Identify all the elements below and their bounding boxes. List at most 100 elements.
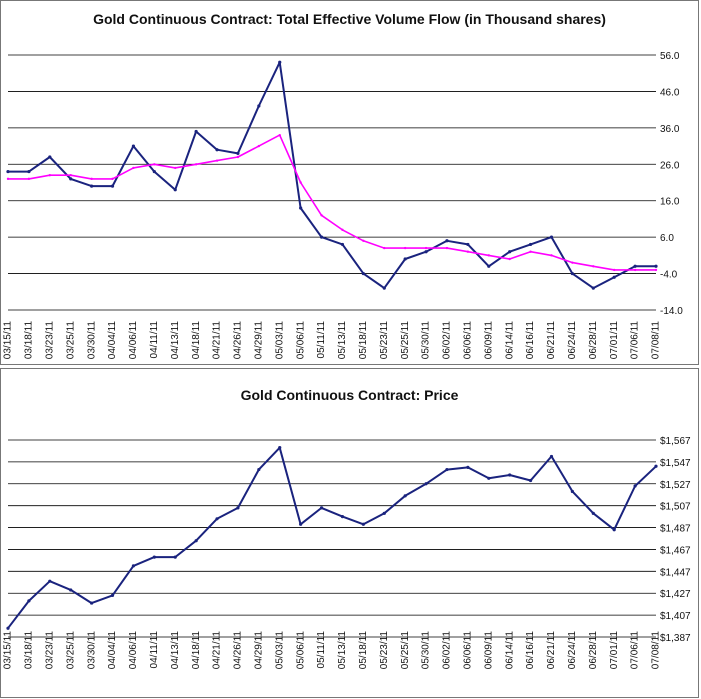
data-point-0 (27, 169, 31, 174)
x-tick-label: 06/14/11 (504, 321, 515, 360)
data-point-0 (633, 484, 637, 488)
data-point-0 (236, 506, 240, 510)
data-point-0 (403, 494, 407, 498)
data-point-0 (131, 564, 136, 568)
x-tick-label: 04/04/11 (107, 631, 118, 670)
series-line-0 (7, 446, 657, 629)
data-point-0 (382, 511, 386, 515)
volume-flow-chart: 56.0 46.0 36.0 26.0 16.0 6.0 -4.0 -14.0 03/15/11… (3, 51, 684, 360)
data-point-0 (69, 588, 73, 592)
x-tick-label: 06/21/11 (546, 321, 557, 360)
x-tick-label: 06/21/11 (546, 631, 557, 670)
data-point-1 (445, 246, 449, 250)
volume-flow-chart-panel: Gold Continuous Contract: Total Effectiv… (0, 0, 699, 365)
x-tick-label: 04/13/11 (170, 631, 181, 670)
x-tick-label: 03/30/11 (86, 631, 97, 670)
data-point-1 (654, 268, 658, 272)
x-tick-label: 04/26/11 (233, 631, 244, 670)
x-tick-label: 03/30/11 (86, 321, 97, 360)
x-tick-label: 07/06/11 (630, 321, 641, 360)
data-point-0 (215, 517, 219, 521)
data-point-0 (549, 235, 554, 239)
data-point-0 (299, 206, 303, 210)
data-point-0 (654, 464, 658, 468)
data-point-0 (445, 239, 449, 243)
y-tick-label: 16.0 (660, 197, 680, 208)
x-tick-label: 04/13/11 (170, 321, 181, 360)
data-point-0 (403, 257, 407, 261)
x-tick-label: 04/11/11 (149, 631, 160, 669)
x-tick-label: 07/01/11 (609, 321, 620, 360)
data-point-0 (6, 169, 10, 174)
data-point-1 (132, 166, 135, 170)
x-tick-label: 05/06/11 (295, 321, 306, 360)
data-point-0 (361, 522, 365, 526)
y-tick-label: $1,427 (660, 589, 691, 600)
data-point-0 (570, 271, 574, 276)
data-point-0 (278, 60, 282, 64)
data-point-1 (424, 246, 428, 250)
data-point-0 (445, 467, 449, 472)
data-point-1 (529, 250, 532, 253)
data-point-0 (591, 511, 595, 515)
x-tick-label: 05/18/11 (358, 631, 369, 670)
y-tick-label: $1,407 (660, 611, 691, 622)
data-point-1 (299, 181, 302, 184)
x-tick-label: 05/25/11 (400, 631, 411, 670)
series-line-0 (8, 61, 656, 290)
x-tick-label: 05/25/11 (400, 321, 411, 360)
x-tick-label: 04/26/11 (233, 321, 244, 360)
x-tick-label: 04/11/11 (149, 321, 160, 359)
x-tick-label: 06/02/11 (442, 321, 453, 360)
data-point-0 (319, 235, 324, 239)
x-tick-label: 05/03/11 (274, 321, 285, 360)
data-point-0 (487, 264, 491, 268)
y-tick-label: -4.0 (660, 270, 678, 281)
x-tick-label: 04/04/11 (107, 321, 118, 360)
y-tick-label: $1,387 (660, 633, 691, 644)
data-point-0 (131, 144, 136, 148)
data-point-0 (340, 515, 345, 519)
data-point-1 (571, 261, 574, 264)
y-tick-label: 36.0 (660, 124, 680, 135)
x-tick-label: 04/18/11 (191, 321, 202, 360)
x-tick-label: 04/21/11 (212, 631, 223, 670)
y-tick-label: 6.0 (660, 233, 674, 244)
x-tick-label: 05/30/11 (421, 321, 432, 360)
x-tick-label: 06/24/11 (567, 321, 578, 360)
x-tick-label: 04/18/11 (191, 631, 202, 670)
x-tick-label: 05/18/11 (358, 321, 369, 360)
data-point-1 (236, 155, 240, 159)
x-tick-label: 07/08/11 (651, 631, 662, 670)
data-point-1 (550, 254, 553, 257)
x-tick-label: 03/15/11 (3, 321, 14, 360)
data-point-0 (173, 188, 177, 192)
data-point-0 (361, 271, 365, 276)
x-tick-label: 04/21/11 (212, 321, 223, 360)
x-tick-label: 03/25/11 (65, 321, 76, 360)
x-tick-label: 07/01/11 (609, 631, 620, 670)
data-point-1 (592, 265, 595, 268)
y-tick-label: $1,507 (660, 502, 691, 513)
x-tick-label: 04/06/11 (128, 321, 139, 360)
data-point-0 (654, 264, 658, 268)
x-tick-label: 06/06/11 (463, 321, 474, 360)
data-point-0 (257, 467, 261, 472)
x-tick-label: 07/08/11 (651, 321, 662, 360)
data-point-0 (110, 184, 115, 188)
data-point-0 (612, 528, 616, 532)
data-point-0 (90, 184, 94, 188)
data-point-0 (424, 482, 428, 486)
data-point-0 (48, 579, 52, 583)
data-point-1 (257, 144, 261, 148)
x-tick-label: 05/13/11 (337, 631, 348, 670)
data-point-1 (508, 257, 511, 261)
data-point-0 (508, 473, 512, 477)
data-point-0 (466, 242, 470, 247)
volume-flow-chart-title: Gold Continuous Contract: Total Effectiv… (93, 11, 606, 27)
data-point-1 (6, 177, 10, 181)
x-tick-label: 06/24/11 (567, 631, 578, 670)
data-point-0 (549, 454, 554, 459)
price-chart-panel: Gold Continuous Contract: Price $1,567 $1… (0, 368, 699, 698)
data-point-0 (487, 476, 491, 480)
